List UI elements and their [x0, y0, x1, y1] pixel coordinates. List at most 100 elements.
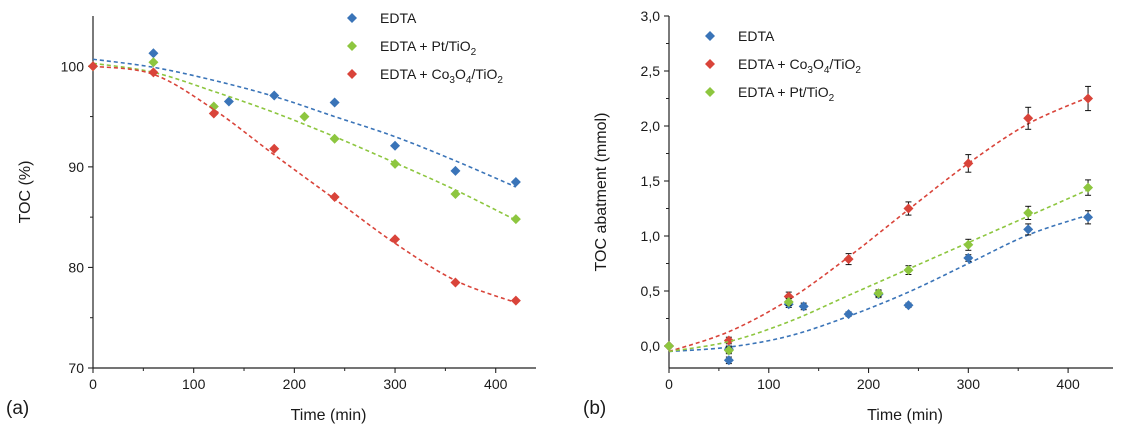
data-point [148, 48, 159, 59]
data-point [1023, 207, 1034, 218]
fit-curve [668, 189, 1089, 353]
legend-label: EDTA + Co3O4/TiO2 [738, 56, 861, 76]
data-point [1023, 113, 1034, 124]
data-point [299, 111, 310, 122]
data-point [510, 176, 521, 187]
legend-label: EDTA + Pt/TiO2 [738, 84, 835, 104]
data-point [510, 295, 521, 306]
legend-marker [347, 13, 357, 23]
x-tick-label: 200 [283, 376, 307, 392]
legend-marker [705, 87, 715, 97]
data-point [148, 67, 159, 78]
data-point [208, 101, 219, 112]
x-tick-label: 400 [1056, 376, 1080, 392]
data-point [450, 277, 461, 288]
x-tick-label: 400 [484, 376, 508, 392]
data-point [903, 203, 914, 214]
data-point [798, 301, 809, 312]
data-point [963, 253, 974, 263]
panel-label: (b) [583, 398, 606, 419]
data-point [1083, 182, 1094, 193]
legend-label-part: 2 [855, 65, 861, 76]
y-tick-label: 3,0 [641, 8, 661, 24]
data-point [88, 61, 98, 72]
y-tick-label: 2,0 [641, 118, 661, 134]
legend-label: EDTA [738, 28, 775, 44]
data-point [450, 165, 461, 176]
x-tick-label: 0 [665, 376, 673, 392]
x-tick-label: 300 [383, 376, 407, 392]
legend-label-part: EDTA + Co [738, 56, 808, 72]
data-point [723, 355, 734, 366]
data-point [148, 57, 159, 68]
legend-label-sub: 2 [471, 47, 477, 58]
x-tick-label: 100 [757, 376, 781, 392]
fit-curve [668, 96, 1089, 353]
legend-label-part: O [813, 56, 824, 72]
y-tick-label: 1,5 [641, 173, 661, 189]
series-2 [88, 61, 521, 306]
legend-marker [347, 69, 357, 79]
data-point [1023, 224, 1034, 235]
legend-label-part: /TiO [471, 66, 497, 82]
legend-marker [705, 59, 715, 69]
data-point [873, 288, 884, 299]
data-point [510, 214, 521, 225]
legend-label: EDTA + Pt/TiO2 [380, 38, 477, 58]
legend-marker [347, 41, 357, 51]
x-tick-label: 100 [182, 376, 206, 392]
data-point [390, 158, 401, 169]
y-tick-label: 100 [61, 58, 85, 74]
legend-label-sub: 2 [829, 93, 835, 104]
y-tick-label: 1,0 [641, 228, 661, 244]
y-tick-label: 2,5 [641, 63, 661, 79]
data-point [390, 234, 401, 245]
legend-label-part: 3 [449, 75, 455, 86]
series-0 [92, 48, 521, 188]
legend-label-part: EDTA + Co [380, 66, 450, 82]
x-axis-title: Time (min) [867, 407, 943, 424]
legend-label: EDTA [380, 10, 417, 26]
series-1 [664, 85, 1094, 353]
data-point [208, 108, 219, 119]
legend-label-part: O [455, 66, 466, 82]
panel-label: (a) [6, 398, 29, 419]
y-tick-label: 0,5 [641, 283, 661, 299]
data-point [1083, 212, 1094, 223]
series-2 [664, 179, 1094, 356]
data-point [723, 345, 734, 356]
legend-label-part: EDTA + Pt/TiO [380, 38, 471, 54]
data-point [329, 133, 340, 144]
data-point [783, 297, 794, 307]
fit-curve [668, 214, 1089, 353]
y-axis-title: TOC (%) [17, 161, 34, 224]
y-tick-label: 80 [68, 259, 84, 275]
data-point [843, 309, 854, 320]
x-tick-label: 0 [89, 376, 97, 392]
data-point [390, 140, 401, 151]
data-point [329, 192, 340, 203]
data-point [223, 96, 234, 107]
data-point [843, 254, 854, 265]
legend-label-part: EDTA [738, 28, 775, 44]
legend-label-part: 4 [466, 75, 472, 86]
series-1 [88, 57, 521, 225]
legend-label-part: /TiO [829, 56, 855, 72]
legend-marker [705, 31, 715, 41]
data-point [1083, 93, 1094, 104]
fit-curve [92, 58, 517, 188]
y-tick-label: 70 [68, 360, 84, 376]
legend-label-part: 3 [807, 65, 813, 76]
fit-curve [92, 65, 517, 304]
y-tick-label: 0,0 [641, 338, 661, 354]
data-point [269, 143, 280, 154]
fit-curve [92, 62, 517, 221]
chart-panel-a: 70 80 90 100 0 100 200 300 400 Time (min) TOC (%) (… [6, 10, 536, 424]
legend-label: EDTA + Co3O4/TiO2 [380, 66, 503, 86]
legend-label-part: 4 [824, 65, 830, 76]
data-point [450, 189, 461, 200]
data-point [963, 239, 974, 250]
data-point [329, 97, 340, 108]
x-tick-label: 200 [857, 376, 881, 392]
